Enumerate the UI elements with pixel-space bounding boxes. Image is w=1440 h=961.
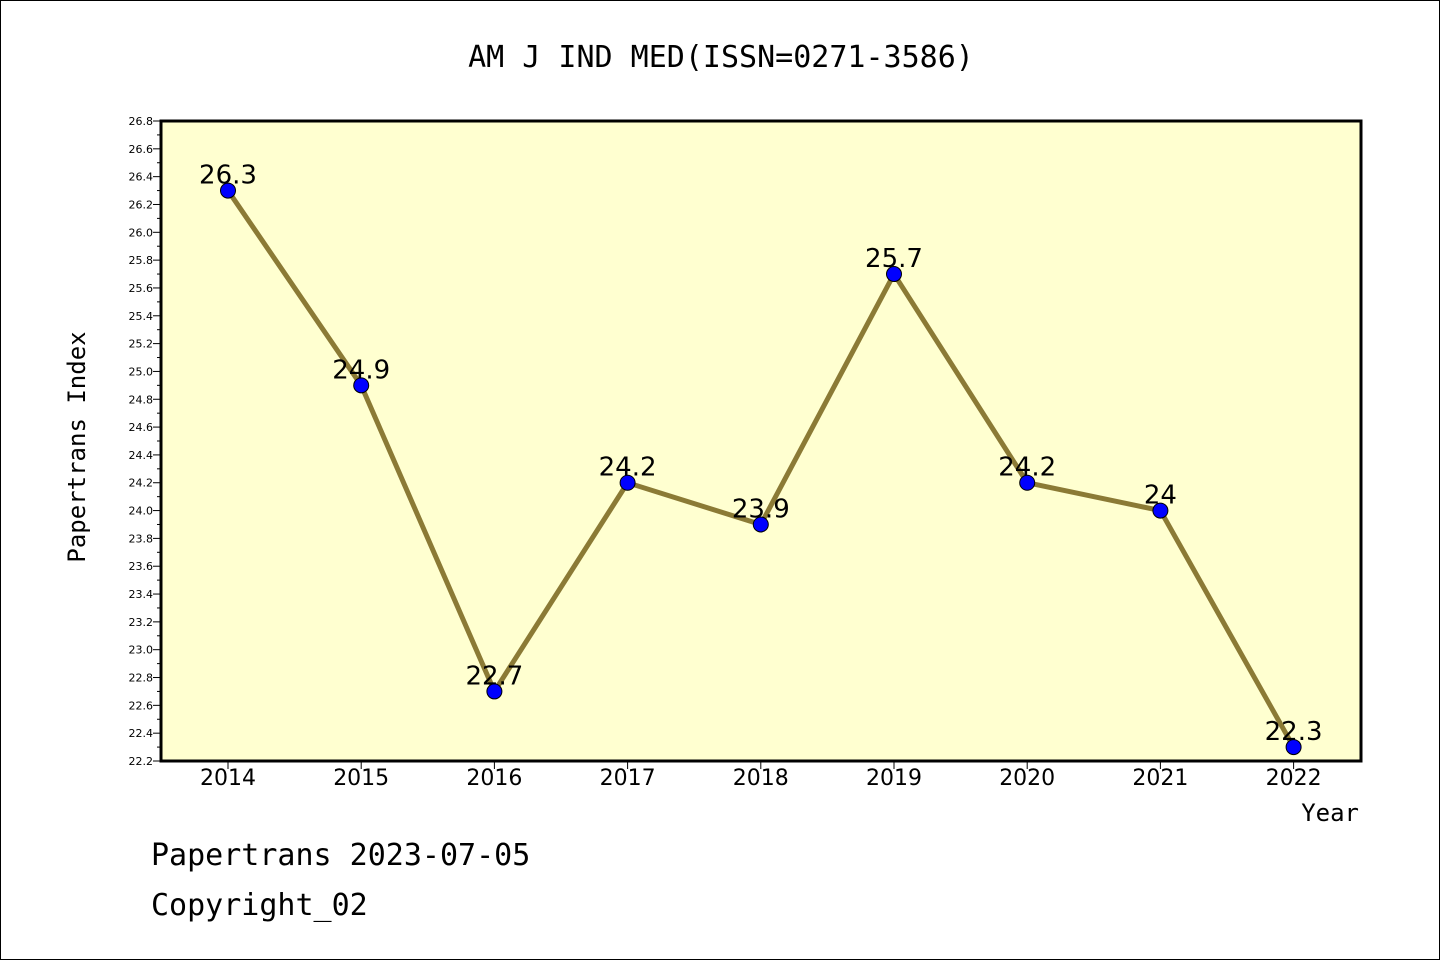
y-tick-label: 22.6 — [129, 699, 154, 712]
y-tick-label: 24.2 — [129, 477, 154, 490]
y-axis: 22.2 22.4 22.6 22.8 23.0 23.2 23.4 23.6 23.8 24.0… — [129, 115, 161, 768]
y-tick-label: 25.4 — [129, 310, 154, 323]
data-label: 24.2 — [599, 453, 657, 483]
x-tick-label: 2014 — [200, 766, 256, 791]
y-tick-label: 23.0 — [129, 644, 154, 657]
x-axis: 2014 2015 2016 2017 2018 2019 2020 2021 2022 — [200, 761, 1322, 791]
data-point — [1285, 739, 1302, 756]
data-point — [486, 683, 503, 700]
y-tick-label: 23.8 — [129, 532, 154, 545]
y-tick-label: 23.2 — [129, 616, 154, 629]
data-point — [619, 474, 636, 491]
data-point — [752, 516, 769, 533]
data-label: 24.2 — [998, 453, 1056, 483]
data-label: 25.7 — [865, 244, 923, 274]
y-tick-label: 25.6 — [129, 282, 154, 295]
x-axis-title: Year — [1301, 799, 1359, 827]
y-tick-label: 25.0 — [129, 365, 154, 378]
data-label: 22.7 — [465, 661, 523, 691]
data-label: 24 — [1144, 481, 1177, 511]
y-tick-label: 24.8 — [129, 393, 154, 406]
footer-date: Papertrans 2023-07-05 — [151, 838, 530, 873]
y-tick-label: 26.4 — [129, 171, 154, 184]
y-tick-label: 26.8 — [129, 115, 154, 128]
y-tick-label: 24.6 — [129, 421, 154, 434]
data-points — [220, 182, 1302, 756]
x-tick-label: 2016 — [466, 766, 522, 791]
x-tick-label: 2018 — [733, 766, 789, 791]
y-axis-title: Papertrans Index — [63, 331, 91, 562]
y-tick-label: 22.8 — [129, 672, 154, 685]
x-tick-label: 2015 — [333, 766, 389, 791]
data-point — [220, 182, 236, 199]
x-tick-label: 2019 — [866, 766, 922, 791]
data-label: 24.9 — [332, 355, 390, 385]
x-tick-label: 2022 — [1266, 766, 1322, 791]
y-tick-label: 22.2 — [129, 755, 154, 768]
x-tick-label: 2020 — [999, 766, 1055, 791]
data-point — [353, 377, 370, 394]
data-point — [1019, 474, 1036, 491]
data-point — [1152, 502, 1169, 519]
data-label: 22.3 — [1265, 717, 1323, 747]
y-tick-label: 24.0 — [129, 505, 154, 518]
footer-copyright: Copyright_02 — [151, 888, 368, 923]
data-label: 26.3 — [199, 161, 257, 191]
y-tick-label: 25.2 — [129, 338, 154, 351]
plot-border — [159, 119, 1363, 763]
data-point — [886, 266, 902, 283]
y-tick-label: 25.8 — [129, 254, 154, 267]
data-label: 23.9 — [732, 494, 790, 524]
plot-area — [161, 121, 1361, 761]
y-tick-label: 26.0 — [129, 226, 154, 239]
x-tick-label: 2017 — [600, 766, 656, 791]
chart-title: AM J IND MED(ISSN=0271-3586) — [468, 40, 974, 75]
x-tick-label: 2021 — [1132, 766, 1188, 791]
data-labels: 26.3 24.9 22.7 24.2 23.9 25.7 24.2 24 22.3 — [199, 161, 1322, 748]
y-tick-label: 23.6 — [129, 560, 154, 573]
y-tick-label: 23.4 — [129, 588, 154, 601]
y-tick-label: 22.4 — [129, 727, 154, 740]
y-tick-label: 26.2 — [129, 198, 154, 211]
y-tick-label: 26.6 — [129, 143, 154, 156]
y-tick-label: 24.4 — [129, 449, 154, 462]
